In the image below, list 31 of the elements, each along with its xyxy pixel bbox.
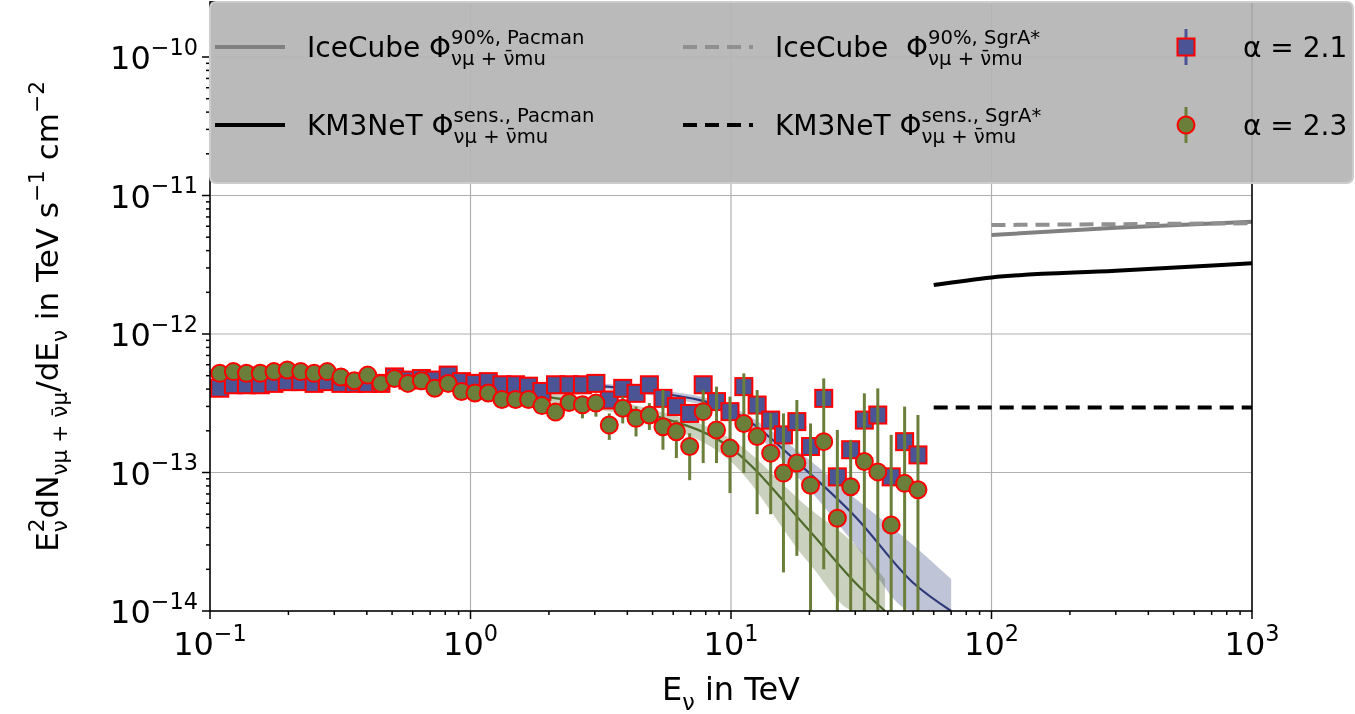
- point: [801, 475, 821, 495]
- point: [438, 373, 458, 393]
- point: [599, 415, 619, 435]
- point: [693, 375, 713, 395]
- point: [613, 398, 633, 418]
- text: Eν2dNνμ + ν̄μ/dEν in TeV s−1 cm−2: [24, 81, 73, 552]
- point: [639, 375, 659, 395]
- point: [881, 515, 901, 535]
- point: [546, 402, 566, 422]
- point: [787, 453, 807, 473]
- point: [586, 373, 606, 393]
- point: [827, 508, 847, 528]
- legend-label: α = 2.1: [1243, 31, 1348, 64]
- point: [720, 438, 740, 458]
- point: [841, 477, 861, 497]
- point: [693, 402, 713, 422]
- point: [680, 437, 700, 457]
- point: [868, 462, 888, 482]
- point: [586, 393, 606, 413]
- point: [773, 463, 793, 483]
- point: [734, 413, 754, 433]
- point: [854, 452, 874, 472]
- point: [761, 443, 781, 463]
- point: [814, 432, 834, 452]
- point: [358, 365, 378, 385]
- point: [639, 405, 659, 425]
- point: [747, 426, 767, 446]
- point: [908, 480, 928, 500]
- point: [666, 422, 686, 442]
- point: [707, 420, 727, 440]
- legend-label: α = 2.3: [1243, 109, 1348, 142]
